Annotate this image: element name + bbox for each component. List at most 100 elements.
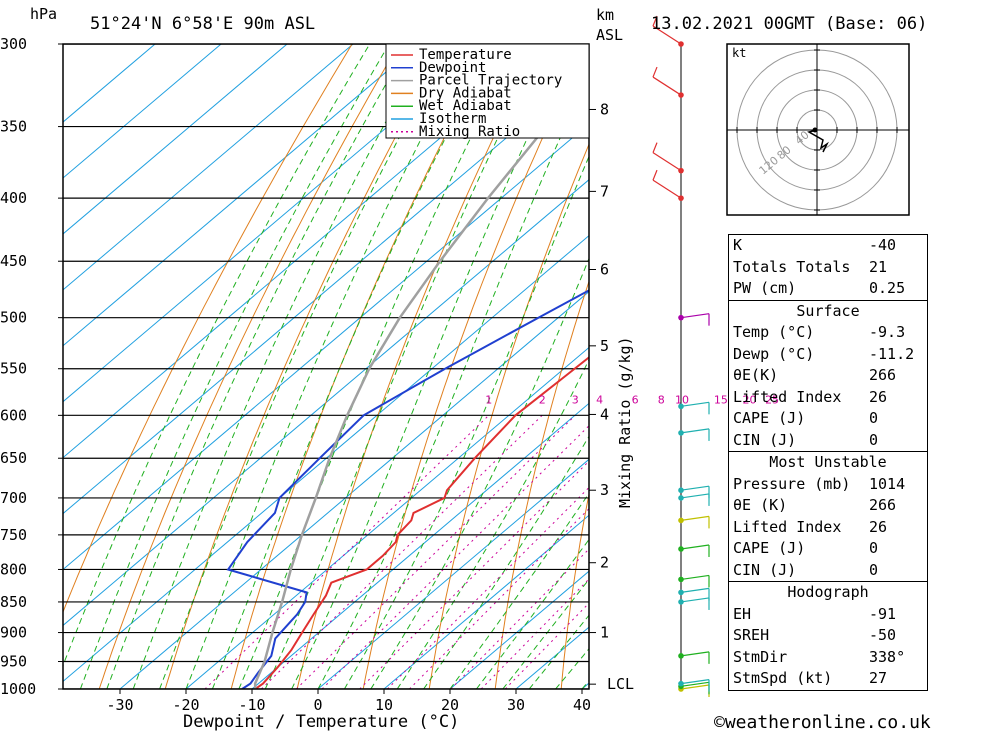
- surface-value: 266: [869, 366, 897, 384]
- unstable-label: Lifted Index: [733, 517, 842, 536]
- pressure-tick-label: 400: [0, 189, 27, 207]
- surface-value: -11.2: [869, 344, 915, 363]
- isotherm-line: [63, 44, 222, 179]
- hodo-value: 27: [869, 669, 888, 687]
- index-label: K: [733, 236, 743, 254]
- mixing-ratio-label: 6: [632, 393, 639, 406]
- pressure-tick-label: 350: [0, 118, 27, 136]
- hpa-label: hPa: [30, 5, 57, 23]
- isotherm-line: [63, 234, 589, 683]
- wind-barb-feather: [652, 66, 658, 78]
- pressure-tick-label: 900: [0, 624, 27, 642]
- pressure-tick-label: 750: [0, 526, 27, 544]
- mixing-ratio-label: 2: [539, 393, 546, 406]
- asl-label: ASL: [596, 26, 623, 44]
- isotherm-line: [317, 458, 589, 689]
- surface-label: CIN (J): [733, 430, 797, 449]
- isotherm-line: [63, 44, 156, 123]
- km-tick-label: 3: [600, 481, 609, 499]
- surface-row: Lifted Index 26: [729, 387, 927, 409]
- index-label: PW (cm): [733, 279, 797, 297]
- unstable-value: 26: [869, 517, 888, 536]
- mixing-ratio-label: 20: [742, 393, 756, 406]
- wind-barb: [680, 401, 710, 407]
- wind-barb: [680, 515, 710, 521]
- surface-row: Temp (°C) -9.3: [729, 322, 927, 344]
- wind-barb: [652, 179, 682, 199]
- hodo-label: SREH: [733, 626, 770, 644]
- date-title: 13.02.2021 00GMT (Base: 06): [651, 14, 927, 34]
- isotherm-line: [63, 44, 354, 291]
- wind-barb-feather: [652, 15, 658, 27]
- mixing-ratio-line: [409, 508, 589, 689]
- legend-label: Dewpoint: [419, 60, 486, 76]
- dry-adiabat-line: [164, 44, 447, 689]
- surface-label: θE(K): [733, 366, 779, 384]
- temp-tick-label: 40: [573, 696, 591, 714]
- hodo-label: StmSpd (kt): [733, 669, 833, 687]
- mixing-ratio-label: 4: [596, 393, 603, 406]
- index-label: Totals Totals: [733, 257, 851, 276]
- temp-tick-label: -10: [238, 696, 265, 714]
- legend-label: Mixing Ratio: [419, 124, 520, 140]
- isotherm-line: [119, 290, 589, 689]
- unstable-label: θE (K): [733, 496, 788, 514]
- wind-barb: [680, 493, 710, 499]
- temp-tick-label: 30: [507, 696, 525, 714]
- mixing-ratio-label: 15: [714, 393, 728, 406]
- dry-adiabat-line: [560, 491, 589, 689]
- surface-row: θE(K) 266: [729, 365, 927, 387]
- legend-label: Parcel Trajectory: [419, 73, 562, 89]
- unstable-row: CAPE (J) 0: [729, 538, 927, 560]
- mixing-ratio-label: 10: [675, 393, 689, 406]
- km-tick-label: 2: [600, 554, 609, 572]
- hodo-value: 338°: [869, 647, 906, 666]
- wet-adiabat-line: [106, 44, 410, 689]
- index-row: PW (cm) 0.25: [729, 278, 927, 300]
- surface-row: CIN (J) 0: [729, 430, 927, 452]
- pressure-tick-label: 950: [0, 653, 27, 671]
- parcel-trajectory-line: [253, 125, 548, 689]
- km-tick-label: 8: [600, 100, 609, 118]
- wind-level-dot: [678, 495, 684, 501]
- pressure-tick-label: 550: [0, 360, 27, 378]
- unstable-label: CAPE (J): [733, 539, 806, 557]
- dry-adiabat-line: [494, 279, 589, 689]
- location-title: 51°24'N 6°58'E 90m ASL: [90, 14, 315, 34]
- mixing-ratio-label: 1: [485, 393, 492, 406]
- wind-level-dot: [678, 314, 684, 321]
- surface-row: Dewp (°C) -11.2: [729, 344, 927, 366]
- surface-label: Lifted Index: [733, 387, 842, 406]
- hodo-label: StmDir: [733, 647, 788, 666]
- mixing-ratio-line: [295, 414, 576, 689]
- legend-label: Temperature: [419, 47, 512, 63]
- pressure-tick-label: 700: [0, 489, 27, 507]
- temp-tick-label: 10: [375, 696, 393, 714]
- surface-row: CAPE (J) 0: [729, 408, 927, 430]
- plot-frame: [62, 43, 590, 690]
- surface-label: Dewp (°C): [733, 344, 815, 363]
- wind-barb: [680, 679, 710, 685]
- wind-barb: [680, 428, 710, 434]
- temperature-line: [254, 356, 589, 689]
- index-value: 0.25: [869, 279, 906, 297]
- unstable-row: θE (K) 266: [729, 495, 927, 517]
- km-tick-label: 4: [600, 405, 609, 423]
- wind-barb: [680, 597, 710, 603]
- km-label: km: [596, 6, 614, 24]
- wind-barb-feather: [652, 169, 658, 181]
- wet-adiabat-line: [317, 73, 589, 689]
- legend-label: Isotherm: [419, 111, 486, 127]
- surface-label: CAPE (J): [733, 409, 806, 427]
- mixing-ratio-label: 25: [765, 393, 779, 406]
- index-value: 21: [869, 257, 888, 276]
- pressure-tick-label: 600: [0, 406, 27, 424]
- temp-tick-label: -20: [172, 696, 199, 714]
- hodo-row: StmSpd (kt) 27: [729, 668, 927, 690]
- pressure-tick-label: 650: [0, 449, 27, 467]
- wind-barb: [680, 313, 710, 319]
- dry-adiabat-line: [63, 44, 353, 614]
- mixing-ratio-label: 3: [572, 393, 579, 406]
- km-tick-label: 5: [600, 337, 609, 355]
